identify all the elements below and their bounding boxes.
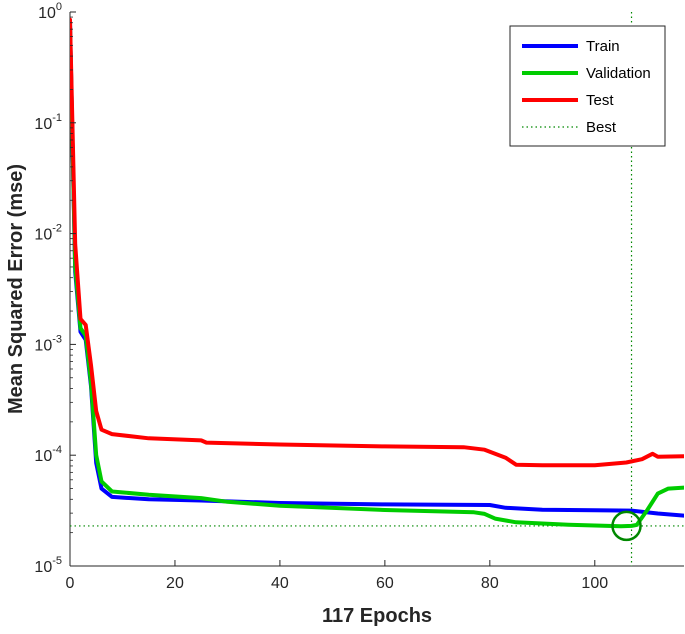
y-tick-exponent: 0 (56, 1, 62, 13)
legend: Train Validation Test Best (509, 25, 666, 147)
x-axis-ticks: 0 20 40 60 80 100 (66, 560, 608, 592)
y-tick-exponent: -1 (52, 112, 62, 124)
y-tick-label: 10-5 (34, 555, 62, 576)
legend-label-test: Test (586, 92, 614, 109)
x-tick-label: 100 (581, 575, 608, 592)
legend-label-best: Best (586, 119, 617, 136)
y-tick-label: 10-1 (34, 112, 62, 133)
x-tick-label: 0 (66, 575, 75, 592)
legend-label-validation: Validation (586, 65, 651, 82)
y-tick-base: 10 (38, 5, 56, 22)
y-tick-base: 10 (34, 559, 52, 576)
y-tick-base: 10 (34, 337, 52, 354)
x-tick-label: 40 (271, 575, 289, 592)
best-marker (611, 510, 642, 542)
x-tick-label: 60 (376, 575, 394, 592)
y-tick-base: 10 (34, 116, 52, 133)
legend-label-train: Train (586, 38, 620, 55)
y-tick-exponent: -5 (52, 555, 62, 567)
x-tick-label: 80 (481, 575, 499, 592)
y-tick-base: 10 (34, 448, 52, 465)
plot-area (69, 12, 684, 567)
series-line-test (70, 17, 684, 468)
y-tick-exponent: -3 (52, 333, 62, 345)
y-tick-exponent: -4 (52, 444, 62, 456)
y-tick-label: 10-3 (34, 333, 62, 354)
series-group (70, 17, 684, 529)
y-tick-exponent: -2 (52, 223, 62, 235)
x-tick-label: 20 (166, 575, 184, 592)
y-axis-label: Mean Squared Error (mse) (5, 164, 27, 414)
y-tick-label: 10-4 (34, 444, 62, 465)
y-tick-base: 10 (34, 227, 52, 244)
y-tick-label: 100 (38, 1, 62, 22)
y-tick-label: 10-2 (34, 223, 62, 244)
x-axis-label: 117 Epochs (322, 605, 432, 627)
